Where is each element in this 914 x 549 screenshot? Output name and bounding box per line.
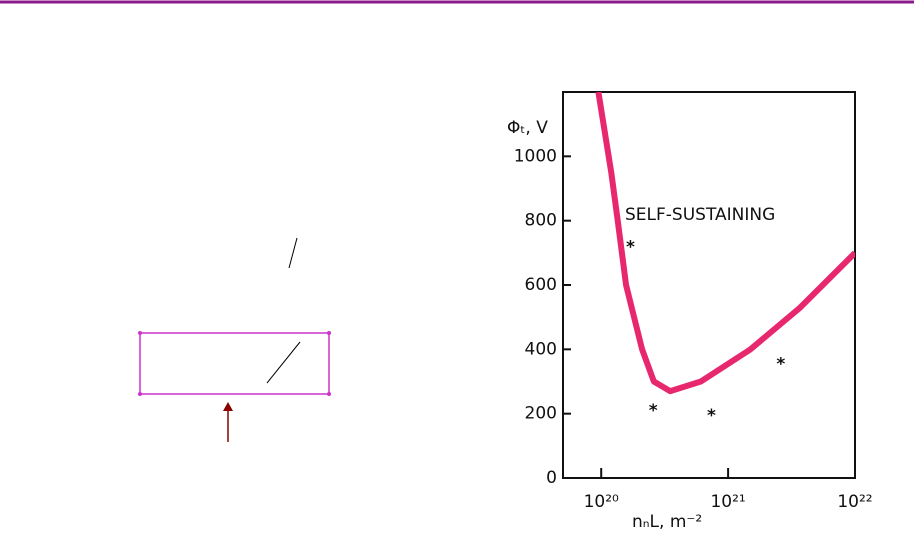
slash: [288, 237, 298, 269]
star-point: *: [626, 238, 635, 258]
y-tick-label: 600: [525, 275, 557, 295]
y-tick-label: 0: [546, 468, 557, 488]
star-point: *: [776, 354, 785, 374]
y-tick-label: 800: [525, 211, 557, 231]
slash: [266, 341, 301, 384]
y-tick-label: 400: [525, 339, 557, 359]
y-tick-label: 200: [525, 404, 557, 424]
x-tick-label: 10²⁰: [584, 492, 619, 512]
box: [139, 332, 330, 395]
y-axis-label: Φₜ, V: [507, 118, 548, 138]
x-tick-label: 10²¹: [710, 492, 745, 512]
x-axis-label: nₙL, m⁻²: [632, 512, 702, 532]
y-tick-label: 1000: [514, 146, 557, 166]
box-corners: [138, 331, 331, 396]
annotation: SELF-SUSTAINING: [625, 205, 775, 225]
star-point: *: [649, 401, 658, 421]
curve: [595, 92, 855, 395]
x-tick-label: 10²²: [837, 492, 872, 512]
arrow-head: [223, 402, 233, 411]
star-point: *: [707, 406, 716, 426]
